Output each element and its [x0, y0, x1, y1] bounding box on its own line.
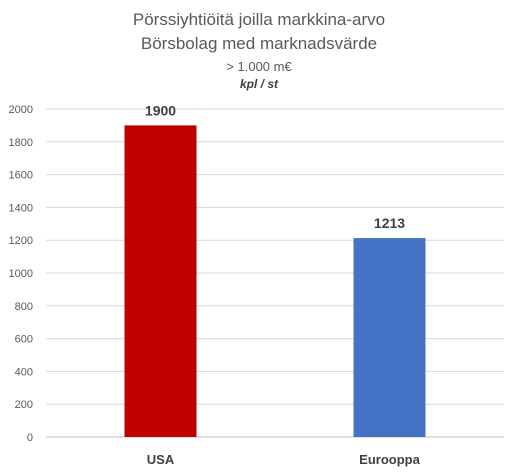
y-tick-label: 600 [15, 334, 33, 346]
data-label: 1213 [374, 215, 405, 231]
chart-title: Pörssiyhtiöitä joilla markkina-arvo [132, 10, 386, 29]
y-tick-label: 200 [15, 399, 33, 411]
chart-subtitle: > 1.000 m€ [226, 59, 292, 74]
data-label: 1900 [145, 102, 176, 118]
y-tick-label: 1800 [9, 137, 33, 149]
unit-label: kpl / st [239, 77, 278, 91]
bar [124, 125, 197, 438]
x-tick-label: Eurooppa [359, 452, 420, 467]
y-tick-label: 1400 [9, 202, 33, 214]
y-tick-label: 800 [15, 301, 33, 313]
y-tick-label: 0 [27, 432, 33, 444]
y-tick-label: 1600 [9, 170, 33, 182]
y-tick-label: 400 [15, 366, 33, 378]
bar [353, 238, 426, 437]
y-tick-label: 2000 [9, 104, 33, 116]
chart-title-swedish: Börsbolag med marknadsvärde [140, 34, 378, 53]
y-tick-label: 1200 [9, 235, 33, 247]
x-tick-label: USA [147, 452, 175, 467]
y-tick-label: 1000 [9, 268, 33, 280]
